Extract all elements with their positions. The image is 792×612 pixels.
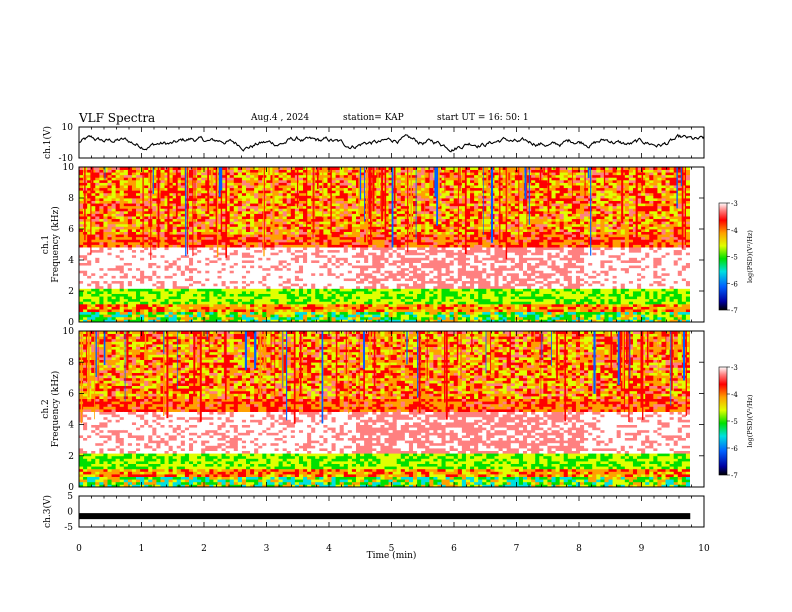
y-tick-label: 0 (68, 483, 74, 493)
colorbar-tick-label: -6 (731, 280, 738, 288)
x-tick-label: 9 (639, 544, 645, 554)
x-tick-label: 4 (326, 544, 332, 554)
colorbar-tick-label: -3 (731, 200, 738, 208)
start-ut-label: start UT = 16: 50: 1 (437, 113, 529, 123)
ch1-spectrogram: 0 2 4 6 8 10 ch.1 Frequency (kHz) -3 -4 -5 -6 -7 log(… (41, 163, 754, 328)
y-tick-label: 8 (68, 358, 74, 368)
y-tick-label: 0 (68, 318, 74, 328)
colorbar-label: log(PSD)(V²/Hz) (746, 394, 754, 447)
y-axis-label: ch.1(V) (42, 126, 53, 159)
y-tick-label: 5 (67, 492, 73, 502)
ch2-spectrogram: 0 2 4 6 8 10 ch.2 Frequency (kHz) -3 -4 -5 -6 -7 log(… (41, 327, 754, 493)
y-axis-label-2: Frequency (kHz) (50, 206, 61, 283)
colorbar-tick-label: -6 (731, 445, 738, 453)
x-tick-label: 10 (698, 544, 710, 554)
y-tick-label: 6 (68, 225, 74, 235)
x-axis-label: Time (min) (367, 550, 417, 561)
colorbar-gradient (718, 202, 728, 311)
y-tick-label: 10 (62, 123, 74, 133)
date-label: Aug.4 , 2024 (251, 113, 310, 123)
ch2-spectrogram-pixels (79, 331, 691, 488)
figure-title: VLF Spectra (79, 111, 156, 125)
y-tick-label: 8 (68, 194, 74, 204)
y-tick-label: 2 (68, 287, 74, 297)
colorbar-gradient (718, 366, 728, 476)
y-axis-label: ch.1 (41, 235, 51, 254)
y-tick-label: 2 (68, 452, 74, 462)
ch3-panel: 5 0 -5 ch.3(V) 0 1 2 3 4 5 6 7 8 9 10 Time (min) (42, 492, 710, 561)
colorbar-tick-label: -5 (731, 254, 738, 262)
colorbar-label: log(PSD)(V²/Hz) (746, 230, 754, 283)
y-axis-label-2: Frequency (kHz) (50, 371, 61, 448)
y-tick-label: -5 (64, 523, 73, 533)
x-tick-label: 5 (389, 544, 395, 554)
colorbar-tick-label: -7 (731, 307, 738, 315)
y-tick-label: -10 (59, 154, 74, 164)
colorbar-tick-label: -3 (731, 364, 738, 372)
colorbar-tick-label: -5 (731, 418, 738, 426)
y-tick-label: 4 (68, 421, 74, 431)
y-tick-label: 10 (63, 327, 75, 337)
x-tick-label: 3 (264, 544, 270, 554)
colorbar-tick-label: -4 (731, 227, 738, 235)
y-tick-label: 10 (63, 163, 75, 173)
ch1-spectrogram-colorbar: -3 -4 -5 -6 -7 log(PSD)(V²/Hz) (718, 200, 754, 315)
x-tick-label: 8 (576, 544, 582, 554)
x-tick-label: 0 (76, 544, 82, 554)
x-tick-label: 6 (451, 544, 457, 554)
station-label: station= KAP (343, 113, 404, 123)
y-tick-label: 6 (68, 389, 74, 399)
x-tick-label: 1 (139, 544, 145, 554)
empty-edge (690, 167, 704, 322)
x-tick-label: 2 (201, 544, 207, 554)
colorbar-tick-label: -7 (731, 472, 738, 480)
y-tick-label: 4 (68, 256, 74, 266)
colorbar-tick-label: -4 (731, 391, 738, 399)
ch1-waveform-panel: 10 -10 ch.1(V) (42, 123, 705, 164)
ch1-trace (78, 133, 705, 153)
empty-edge (690, 331, 704, 487)
x-tick-label: 7 (514, 544, 520, 554)
ch2-spectrogram-colorbar: -3 -4 -5 -6 -7 log(PSD)(V²/Hz) (718, 364, 754, 480)
y-tick-label: 0 (67, 508, 73, 518)
y-axis-label: ch.3(V) (42, 495, 53, 528)
y-axis-label: ch.2 (41, 399, 51, 418)
